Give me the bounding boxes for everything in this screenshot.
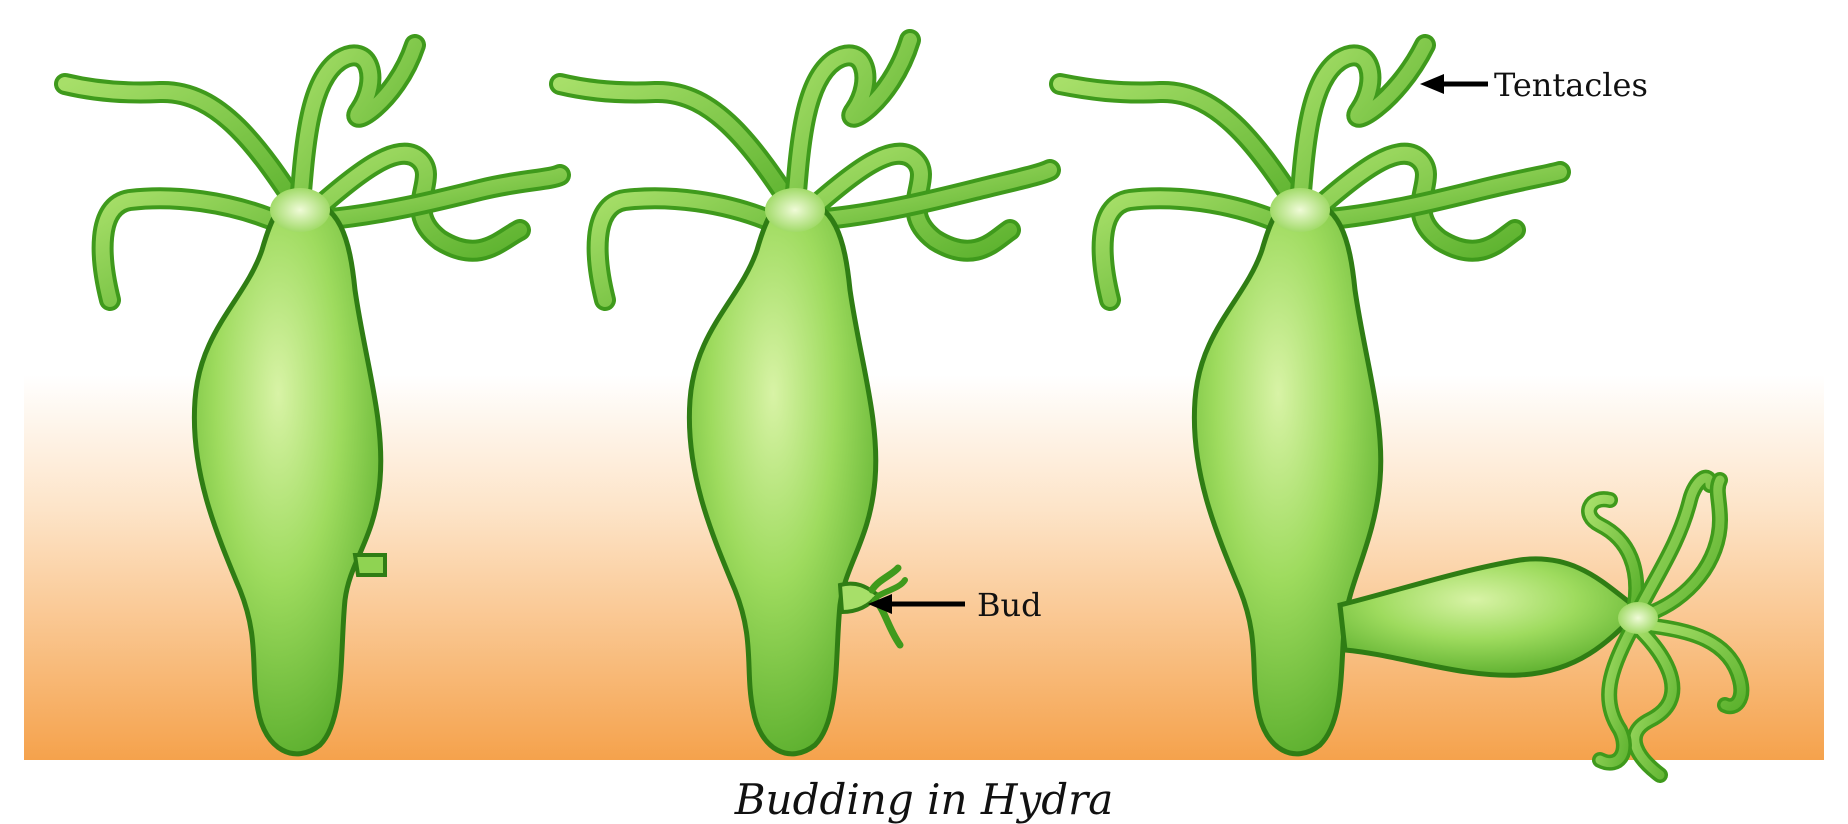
hypostome [270,188,330,232]
daughter-hydra [1337,469,1750,783]
hydra-stage-3 [1049,34,1750,783]
bud-label: Bud [977,586,1042,624]
hydra-body [191,197,384,757]
tentacles-callout: Tentacles [1420,66,1648,104]
hydra-stage-1 [54,34,571,757]
hypostome [1270,188,1330,232]
hydra-stage-2 [549,29,1061,757]
figure-caption: Budding in Hydra [734,775,1114,824]
hypostome [1618,602,1658,634]
arrow-head-icon [1420,74,1444,94]
tentacles-label: Tentacles [1494,66,1648,104]
bud-nub [352,553,387,577]
hydra-body [1191,197,1384,757]
hypostome [765,188,825,232]
hydra-body [686,197,879,757]
bud-callout: Bud [868,586,1042,624]
arrow-head-icon [868,594,892,614]
